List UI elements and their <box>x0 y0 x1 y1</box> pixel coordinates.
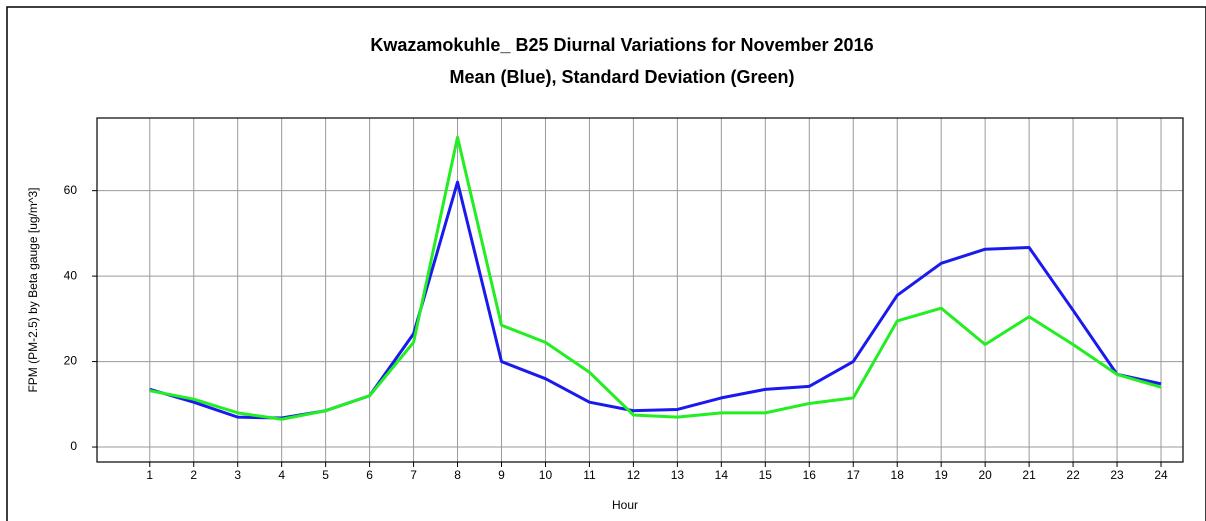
series-line <box>149 180 1162 420</box>
x-tick-label: 16 <box>803 468 817 482</box>
x-tick-label: 7 <box>410 468 417 482</box>
y-tick-label: 60 <box>64 183 78 197</box>
x-tick-label: 23 <box>1110 468 1124 482</box>
y-tick-label: 20 <box>64 354 78 368</box>
x-tick-label: 21 <box>1022 468 1036 482</box>
x-axis-label: Hour <box>612 498 638 512</box>
x-tick-label: 22 <box>1066 468 1080 482</box>
x-tick-label: 3 <box>234 468 241 482</box>
x-tick-label: 20 <box>978 468 992 482</box>
x-tick-label: 9 <box>498 468 505 482</box>
x-tick-label: 13 <box>671 468 685 482</box>
x-tick-label: 2 <box>190 468 197 482</box>
x-tick-label: 19 <box>934 468 948 482</box>
x-tick-label: 14 <box>715 468 729 482</box>
plot-frame <box>96 117 1184 463</box>
x-tick-label: 15 <box>759 468 773 482</box>
x-tick-label: 18 <box>891 468 905 482</box>
frame <box>6 6 1206 521</box>
chart-subtitle: Mean (Blue), Standard Deviation (Green) <box>449 67 794 87</box>
x-tick-label: 12 <box>627 468 641 482</box>
x-tick-label: 8 <box>454 468 461 482</box>
x-tick-label: 24 <box>1154 468 1168 482</box>
x-tick-label: 17 <box>847 468 861 482</box>
x-tick-label: 6 <box>366 468 373 482</box>
chart-title: Kwazamokuhle_ B25 Diurnal Variations for… <box>370 35 873 55</box>
x-tick-label: 11 <box>583 468 596 482</box>
y-tick-label: 0 <box>70 439 77 453</box>
y-axis-label: FPM (PM-2.5) by Beta gauge [ug/m^3] <box>26 187 40 392</box>
x-tick-label: 10 <box>539 468 553 482</box>
x-tick-label: 1 <box>146 468 153 482</box>
x-tick-label: 5 <box>322 468 329 482</box>
x-tick-label: 4 <box>278 468 285 482</box>
y-tick-label: 40 <box>64 268 78 282</box>
series-line <box>149 135 1162 421</box>
